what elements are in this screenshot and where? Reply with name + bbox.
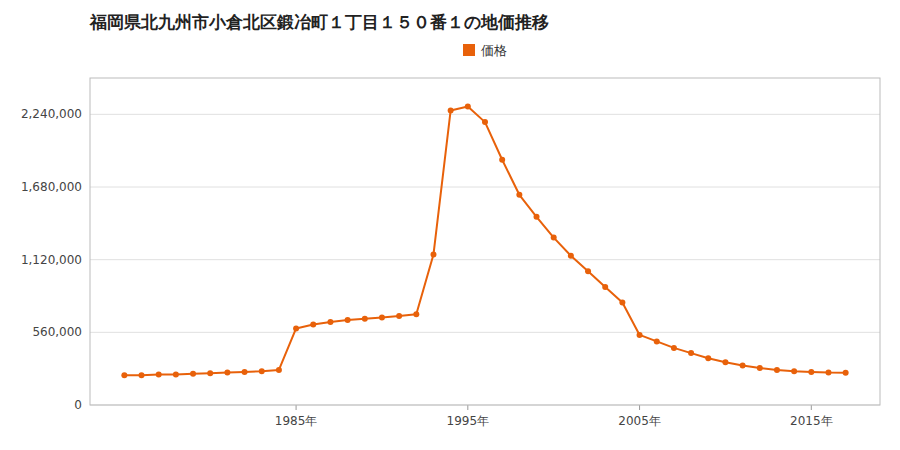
grid-line [90, 114, 880, 115]
point [722, 359, 728, 365]
point [705, 355, 711, 361]
point [740, 362, 746, 368]
legend-label: 価格 [481, 43, 507, 58]
point [345, 317, 351, 323]
point [808, 369, 814, 375]
point [774, 367, 780, 373]
point [362, 316, 368, 322]
y-tick-label: 1,120,000 [21, 253, 82, 267]
plot-frame [90, 78, 880, 405]
point [259, 368, 265, 374]
title: 福岡県北九州市小倉北区鍛冶町１丁目１５０番１の地価推移 [89, 12, 549, 32]
x-tick-label: 1985年 [275, 414, 318, 428]
chart: 福岡県北九州市小倉北区鍛冶町１丁目１５０番１の地価推移 0 560,000 1,120… [0, 0, 900, 450]
x-tick-label: 2015年 [790, 414, 833, 428]
grid-line [90, 332, 880, 333]
point [671, 345, 677, 351]
point [551, 235, 557, 241]
legend: 価格 [463, 43, 507, 58]
x-tick-label: 2005年 [618, 414, 661, 428]
line [124, 107, 845, 376]
point [757, 365, 763, 371]
point [430, 251, 436, 257]
point [516, 192, 522, 198]
point [843, 370, 849, 376]
point [482, 119, 488, 125]
point [637, 332, 643, 338]
point [791, 368, 797, 374]
x-tick [467, 405, 468, 410]
x-axis: 1985年 1995年 2005年 2015年 [275, 405, 833, 428]
y-axis: 0 560,000 1,120,000 1,680,000 2,240,000 [21, 107, 880, 412]
point [276, 367, 282, 373]
y-tick-label: 560,000 [32, 325, 82, 339]
point [310, 322, 316, 328]
point [688, 350, 694, 356]
point [207, 370, 213, 376]
x-tick-label: 1995年 [447, 414, 490, 428]
point [825, 370, 831, 376]
plot-area [121, 104, 848, 379]
point [224, 370, 230, 376]
point [327, 319, 333, 325]
point [190, 371, 196, 377]
y-tick-label: 1,680,000 [21, 180, 82, 194]
point [585, 268, 591, 274]
point [465, 104, 471, 110]
legend-swatch [463, 44, 475, 56]
y-tick-label: 0 [74, 398, 82, 412]
point [654, 338, 660, 344]
y-tick-label: 2,240,000 [21, 107, 82, 121]
x-tick [296, 405, 297, 410]
point [139, 372, 145, 378]
point [448, 107, 454, 113]
point [499, 157, 505, 163]
point [396, 313, 402, 319]
point [534, 214, 540, 220]
grid-line [90, 259, 880, 260]
grid-line [90, 187, 880, 188]
point [293, 325, 299, 331]
point [413, 311, 419, 317]
point [568, 253, 574, 259]
point [619, 299, 625, 305]
point [156, 372, 162, 378]
point [173, 372, 179, 378]
point [242, 369, 248, 375]
point [379, 314, 385, 320]
background [0, 0, 900, 450]
point [602, 284, 608, 290]
x-tick [639, 405, 640, 410]
point [121, 372, 127, 378]
x-tick [811, 405, 812, 410]
